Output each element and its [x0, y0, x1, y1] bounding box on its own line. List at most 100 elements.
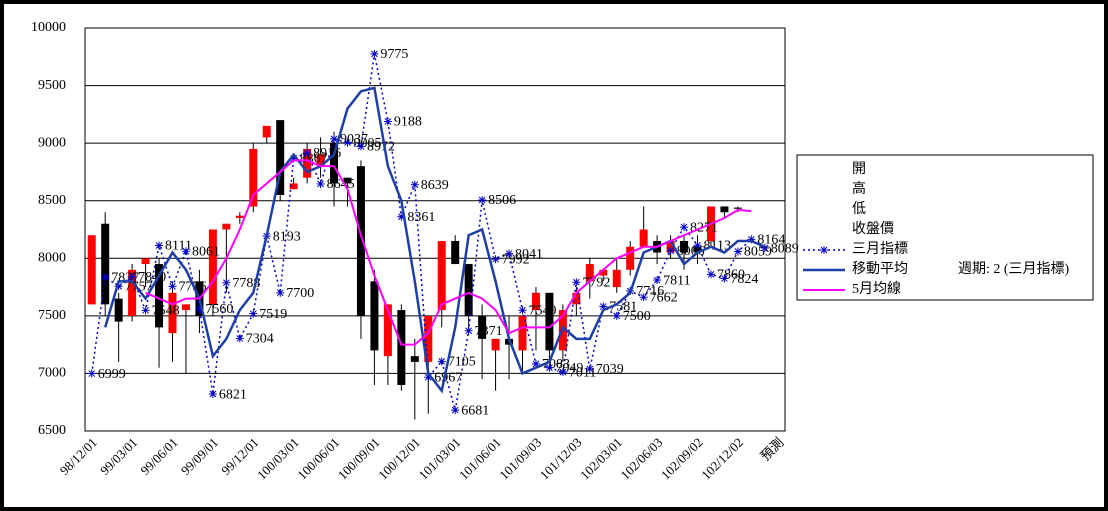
candle-body	[451, 241, 460, 265]
marker	[424, 373, 433, 382]
series-line	[90, 53, 766, 411]
data-label: 7519	[259, 307, 287, 322]
data-label: 6999	[98, 367, 126, 382]
candle-body	[491, 338, 500, 351]
data-label: 8164	[757, 233, 785, 248]
y-tick-label: 8500	[38, 193, 66, 208]
candle-body	[518, 315, 527, 351]
data-label: 8041	[515, 247, 543, 262]
marker	[195, 304, 204, 313]
data-label: 9775	[380, 47, 408, 62]
data-label: 7039	[596, 362, 624, 377]
candle-body	[330, 143, 339, 184]
data-label: 8361	[407, 210, 435, 225]
data-label: 7371	[475, 324, 503, 339]
data-label: 8089	[771, 241, 799, 256]
marker	[612, 311, 621, 320]
marker	[114, 282, 123, 291]
marker	[128, 272, 137, 281]
legend-label: 收盤價	[852, 220, 894, 237]
y-tick-label: 8000	[38, 251, 66, 266]
legend-label: 三月指標	[852, 241, 908, 257]
marker	[437, 357, 446, 366]
data-label: 8645	[327, 177, 355, 192]
data-label: 8916	[313, 146, 341, 161]
candle-body	[383, 304, 392, 357]
data-label: 7756	[179, 280, 207, 295]
marker	[531, 359, 540, 368]
candle-body	[128, 269, 137, 316]
marker	[451, 406, 460, 415]
marker	[316, 180, 325, 189]
marker	[141, 306, 150, 315]
y-tick-label: 6500	[38, 423, 66, 438]
y-tick-label: 9500	[38, 78, 66, 93]
marker	[370, 49, 379, 58]
legend-label: 低	[852, 201, 866, 217]
marker	[330, 134, 339, 143]
legend	[796, 154, 1094, 301]
candle-body	[572, 292, 581, 305]
y-tick-label: 10000	[31, 20, 66, 35]
marker	[760, 244, 769, 253]
ma-period: 週期: 2 (三月指標)	[958, 261, 1070, 277]
data-label: 7011	[569, 365, 596, 380]
marker	[518, 306, 527, 315]
data-label: 8061	[192, 244, 220, 259]
marker	[410, 180, 419, 189]
marker	[222, 278, 231, 287]
candle-body	[249, 148, 258, 207]
candle-body	[262, 125, 271, 138]
marker	[599, 302, 608, 311]
data-label: 6681	[461, 403, 489, 418]
marker	[101, 273, 110, 282]
marker	[585, 364, 594, 373]
marker	[464, 326, 473, 335]
data-label: 7757	[125, 279, 153, 294]
marker	[235, 334, 244, 343]
y-tick-label: 7500	[38, 308, 66, 323]
candle-body	[424, 315, 433, 362]
marker	[558, 368, 567, 377]
marker	[666, 246, 675, 255]
data-label: 7548	[152, 304, 180, 319]
marker	[680, 223, 689, 232]
candle-body	[612, 269, 621, 288]
marker	[545, 363, 554, 372]
candle-body	[343, 177, 352, 184]
marker	[289, 154, 298, 163]
data-label: 8193	[273, 229, 301, 244]
data-label: 7824	[730, 272, 758, 287]
marker	[720, 274, 729, 283]
marker	[208, 390, 217, 399]
data-label: 6821	[219, 387, 247, 402]
candle-body	[222, 223, 231, 230]
data-label: 8972	[367, 140, 395, 155]
candle-body	[720, 206, 729, 213]
marker	[733, 247, 742, 256]
candle-body	[289, 183, 298, 190]
marker	[383, 117, 392, 126]
data-label: 8639	[421, 178, 449, 193]
legend-marker	[820, 246, 828, 254]
candle-body	[114, 298, 123, 322]
y-tick-label: 9000	[38, 135, 66, 150]
marker	[181, 247, 190, 256]
marker	[356, 142, 365, 151]
candle-body	[437, 241, 446, 311]
candle-body	[585, 264, 594, 282]
candle-body	[478, 315, 487, 339]
candle-body	[276, 120, 285, 195]
candle-body	[531, 292, 540, 311]
candle-body	[101, 223, 110, 305]
legend-label: 開	[852, 162, 866, 177]
marker	[747, 235, 756, 244]
candle-body	[410, 356, 419, 362]
marker	[397, 212, 406, 221]
candle-body	[397, 310, 406, 385]
series-line	[145, 159, 752, 346]
legend-label: 5月均線	[852, 281, 901, 297]
data-label: 7700	[286, 286, 314, 301]
marker	[491, 255, 500, 264]
